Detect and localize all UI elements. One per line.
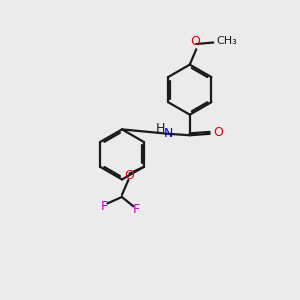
Text: O: O bbox=[124, 169, 134, 182]
Text: O: O bbox=[213, 126, 223, 140]
Text: H: H bbox=[156, 122, 165, 135]
Text: F: F bbox=[101, 200, 108, 213]
Text: O: O bbox=[191, 35, 201, 48]
Text: N: N bbox=[164, 127, 173, 140]
Text: CH₃: CH₃ bbox=[216, 36, 237, 46]
Text: F: F bbox=[133, 203, 140, 216]
